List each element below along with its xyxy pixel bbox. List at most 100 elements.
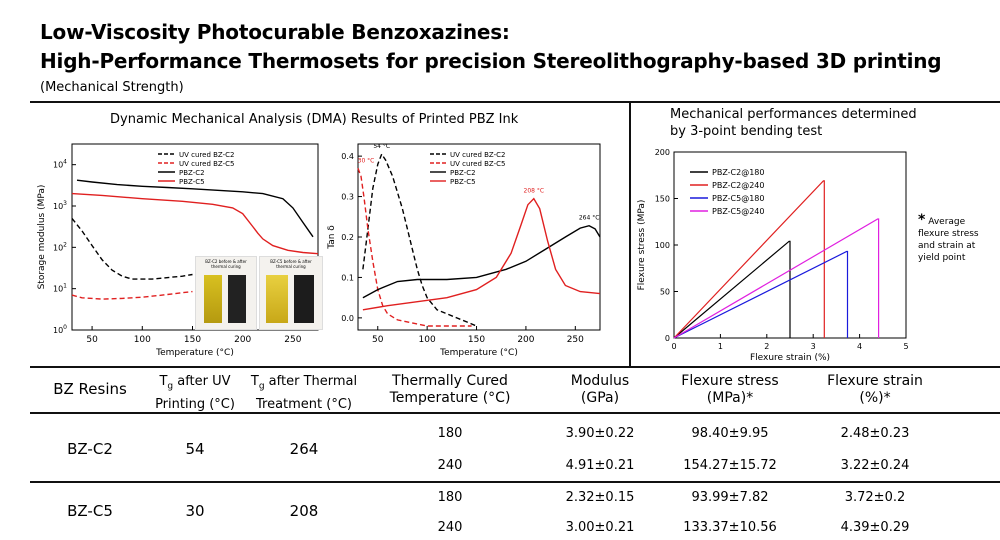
y-tick-label: 150 xyxy=(655,195,670,204)
header-flexure-stress: Flexure stress (MPa)* xyxy=(665,373,795,407)
legend-label: PBZ-C2 xyxy=(179,169,205,177)
cell-modulus: 3.00±0.21 xyxy=(565,520,635,535)
header-tg-thermal-sub: g xyxy=(258,381,265,392)
header-flexure-strain: Flexure strain (%)* xyxy=(810,373,940,407)
note-star: * xyxy=(918,212,926,228)
x-tick-label: 0 xyxy=(671,342,676,351)
cell-strain: 3.22±0.24 xyxy=(840,458,910,473)
y-tick-label: 0.3 xyxy=(341,193,354,202)
series-line xyxy=(71,192,319,255)
x-tick-label: 4 xyxy=(857,342,862,351)
header-modulus: Modulus (GPa) xyxy=(545,373,655,407)
y-tick-label: 103 xyxy=(53,200,67,211)
y-axis-label: Tan δ xyxy=(327,225,337,250)
header-cure-temp-line2: Temperature (°C) xyxy=(389,390,511,406)
legend-label: UV cured BZ-C5 xyxy=(179,160,234,168)
header-flexure-strain-line1: Flexure strain xyxy=(827,373,923,389)
header-tg-uv-sub: g xyxy=(167,381,174,392)
legend-label: UV cured BZ-C2 xyxy=(179,151,234,159)
header-tg-uv-t: T xyxy=(159,374,168,389)
cell-modulus: 2.32±0.15 xyxy=(565,490,635,505)
bz-c2-photo: BZ-C2 before & after thermal curing xyxy=(195,256,257,330)
cell-resin: BZ-C2 xyxy=(67,440,113,458)
legend-label: UV cured BZ-C5 xyxy=(450,160,505,168)
peak-annotation: 30 °C xyxy=(358,157,375,164)
y-tick-label: 200 xyxy=(655,148,670,157)
header-cure-temp-line1: Thermally Cured xyxy=(392,373,508,389)
bz-c5-caption: BZ-C5 before & after thermal curing xyxy=(270,259,312,269)
cell-strain: 2.48±0.23 xyxy=(840,426,910,441)
cell-modulus: 4.91±0.21 xyxy=(565,458,635,473)
cell-stress: 133.37±10.56 xyxy=(683,520,777,535)
peak-annotation: 208 °C xyxy=(524,188,545,195)
y-tick-label: 50 xyxy=(660,288,670,297)
average-note: * Average flexure stress and strain at y… xyxy=(918,212,998,264)
bz-c2-after-sample xyxy=(228,275,246,323)
x-tick-label: 50 xyxy=(372,335,384,345)
header-tg-thermal-t: T xyxy=(250,374,259,389)
cell-cure-temp: 240 xyxy=(437,520,463,535)
legend-label: PBZ-C5@240 xyxy=(712,207,764,216)
cell-cure-temp: 240 xyxy=(437,458,463,473)
bz-c2-before-sample xyxy=(204,275,222,323)
legend-label: PBZ-C2 xyxy=(450,169,476,177)
bz-c5-photo: BZ-C5 before & after thermal curing xyxy=(259,256,323,330)
peak-annotation: 54 °C xyxy=(373,143,390,150)
header-flexure-strain-line2: (%)* xyxy=(859,390,891,406)
y-tick-label: 104 xyxy=(53,159,67,170)
y-axis-label: Flexure stress (MPa) xyxy=(637,200,647,291)
x-tick-label: 50 xyxy=(86,335,98,345)
header-tg-thermal: Tg after Thermal Treatment (°C) xyxy=(248,373,360,413)
series-line xyxy=(673,240,791,339)
x-tick-label: 2 xyxy=(764,342,769,351)
y-tick-label: 101 xyxy=(53,283,67,294)
header-cure-temp: Thermally Cured Temperature (°C) xyxy=(375,373,525,407)
cell-cure-temp: 180 xyxy=(437,490,463,505)
series-line xyxy=(362,152,477,327)
x-tick-label: 1 xyxy=(718,342,723,351)
x-tick-label: 100 xyxy=(419,335,436,345)
header-tg-uv-rest: after UV xyxy=(173,374,231,389)
tan-delta-chart: 50 100 150 200 250 0.0 0.1 0.2 0.3 0.4 Temperature… xyxy=(327,143,601,358)
cell-strain: 3.72±0.2 xyxy=(844,490,906,505)
bz-c5-after-sample xyxy=(294,275,314,323)
legend-label: PBZ-C5 xyxy=(179,178,205,186)
cell-stress: 93.99±7.82 xyxy=(691,490,769,505)
y-tick-label: 0.1 xyxy=(341,273,354,282)
y-tick-label: 0 xyxy=(665,334,670,343)
cell-strain: 4.39±0.29 xyxy=(840,520,910,535)
y-tick-label: 100 xyxy=(655,241,670,250)
x-axis-label: Temperature (°C) xyxy=(155,348,234,358)
legend-label: PBZ-C5 xyxy=(450,178,476,186)
y-tick-label: 102 xyxy=(53,241,67,252)
plot-frame xyxy=(71,143,319,331)
bz-c5-before-sample xyxy=(266,275,288,323)
series-line xyxy=(673,180,825,339)
legend-label: PBZ-C5@180 xyxy=(712,194,764,203)
x-tick-label: 250 xyxy=(567,335,584,345)
series-line xyxy=(362,197,601,311)
bending-section-title-2: by 3-point bending test xyxy=(670,124,823,139)
header-flexure-stress-line2: (MPa)* xyxy=(706,390,754,406)
header-bz-resins: BZ Resins xyxy=(53,380,127,398)
peak-annotation: 264 °C xyxy=(579,215,600,222)
cell-tg-uv: 30 xyxy=(185,502,205,520)
header-tg-thermal-line2: Treatment (°C) xyxy=(255,396,352,412)
page-title-line-2: High-Performance Thermosets for precisio… xyxy=(40,49,942,73)
x-axis-label: Temperature (°C) xyxy=(439,348,518,358)
dma-section-title: Dynamic Mechanical Analysis (DMA) Result… xyxy=(110,112,519,127)
title-divider xyxy=(30,101,1000,103)
header-tg-uv: Tg after UV Printing (°C) xyxy=(140,373,250,413)
legend-label: PBZ-C2@240 xyxy=(712,181,764,190)
header-modulus-line2: (GPa) xyxy=(580,390,620,406)
x-tick-label: 150 xyxy=(184,335,201,345)
series-line xyxy=(357,168,472,327)
page-subtitle: (Mechanical Strength) xyxy=(40,80,184,95)
x-tick-label: 200 xyxy=(234,335,251,345)
header-tg-uv-line2: Printing (°C) xyxy=(155,396,235,412)
legend-label: UV cured BZ-C2 xyxy=(450,151,505,159)
table-group-rule xyxy=(30,481,1000,483)
cell-stress: 154.27±15.72 xyxy=(683,458,777,473)
header-tg-thermal-rest: after Thermal xyxy=(264,374,358,389)
